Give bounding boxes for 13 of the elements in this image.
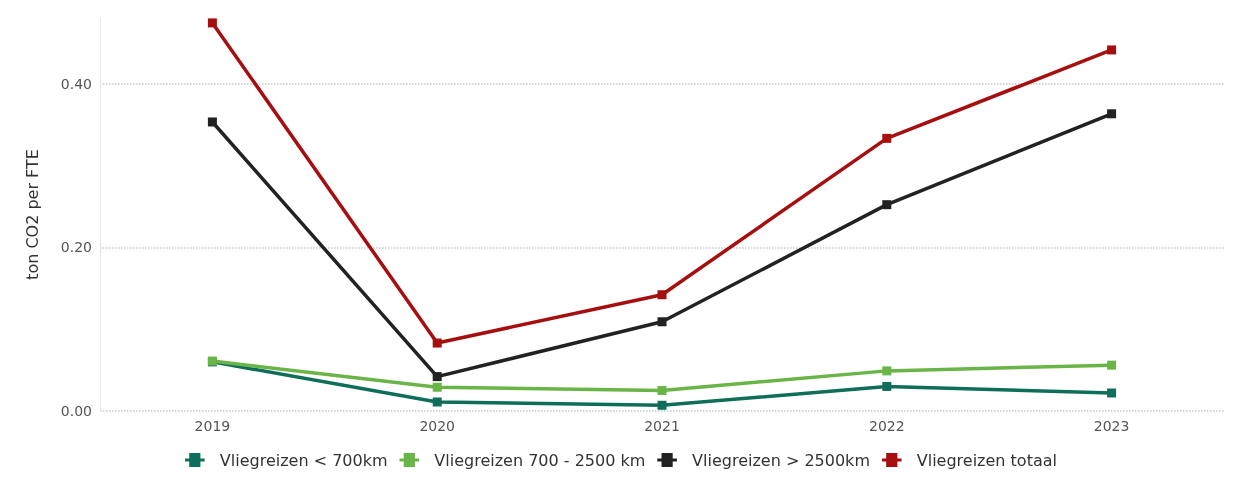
legend-label: Vliegreizen > 2500km [692,450,870,470]
legend-label: Vliegreizen totaal [916,450,1057,470]
legend-label: Vliegreizen < 700km [219,450,388,470]
x-tick-label: 2019 [194,418,231,434]
legend-label: Vliegreizen 700 - 2500 km [434,450,646,470]
x-tick-label: 2022 [868,418,905,434]
x-tick-label: 2020 [419,418,456,434]
y-axis-title: ton CO2 per FTE [22,149,42,280]
x-tick-label: 2023 [1093,418,1130,434]
y-tick-label: 0.20 [60,239,92,256]
y-tick-label: 0.40 [60,75,92,92]
x-tick-label: 2021 [644,418,680,434]
y-tick-label: 0.00 [60,403,92,419]
